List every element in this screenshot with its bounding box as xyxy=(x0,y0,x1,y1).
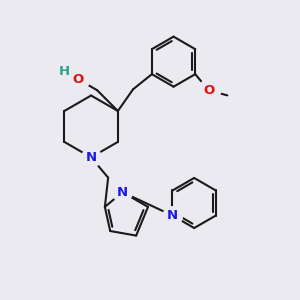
Text: N: N xyxy=(85,151,97,164)
Text: N: N xyxy=(117,186,128,199)
Text: N: N xyxy=(167,209,178,222)
Text: O: O xyxy=(72,73,84,85)
Text: O: O xyxy=(203,84,214,97)
Text: H: H xyxy=(59,65,70,78)
